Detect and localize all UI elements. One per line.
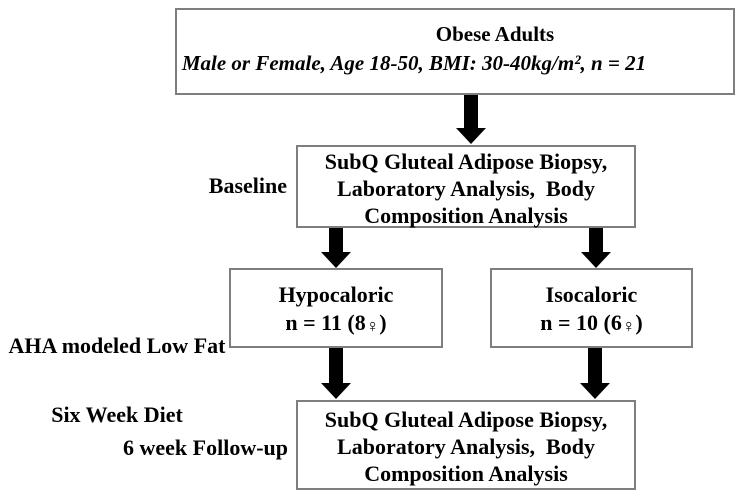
female-symbol: ♀ <box>621 315 636 336</box>
baseline-assessment-line3: Composition Analysis <box>364 203 568 228</box>
diet-stage-label: AHA modeled Low Fat Six Week Diet <box>5 288 229 472</box>
female-symbol: ♀ <box>365 315 380 336</box>
down-arrow-enrollment-to-baseline <box>456 95 486 144</box>
isocaloric-n-close: ) <box>635 310 643 335</box>
arrow-shaft <box>464 95 478 128</box>
hypocaloric-n-close: ) <box>379 310 387 335</box>
followup-assessment-line2: Laboratory Analysis, Body <box>337 434 595 459</box>
isocaloric-title: Isocaloric <box>545 282 638 307</box>
diet-stage-label-line2: Six Week Diet <box>51 402 183 427</box>
arrow-shaft <box>588 348 602 383</box>
followup-assessment-line3: Composition Analysis <box>364 461 568 486</box>
hypocaloric-title: Hypocaloric <box>278 282 394 307</box>
arrow-shaft <box>329 228 343 252</box>
isocaloric-n: n = 10 (6♀) <box>492 309 691 340</box>
followup-stage-label: 6 week Follow-up <box>123 435 288 460</box>
isocaloric-n-text: n = 10 (6 <box>540 310 622 335</box>
followup-assessment-line1: SubQ Gluteal Adipose Biopsy, <box>324 407 608 432</box>
enrollment-title: Obese Adults <box>435 22 555 46</box>
diet-stage-label-line1: AHA modeled Low Fat <box>8 333 226 358</box>
arrow-shaft <box>589 228 603 252</box>
baseline-assessment-line1: SubQ Gluteal Adipose Biopsy, <box>324 149 608 174</box>
arrow-head <box>580 383 610 399</box>
baseline-stage-label: Baseline <box>208 173 287 198</box>
enrollment-box: Obese Adults Male or Female, Age 18-50, … <box>175 8 735 95</box>
isocaloric-arm-box: Isocaloric n = 10 (6♀) <box>490 268 693 348</box>
arrow-head <box>321 252 351 268</box>
hypocaloric-n: n = 11 (8♀) <box>231 309 441 340</box>
down-arrow-hypocaloric-to-followup <box>321 348 351 399</box>
baseline-assessment-box: SubQ Gluteal Adipose Biopsy, Laboratory … <box>296 145 636 228</box>
followup-assessment-box: SubQ Gluteal Adipose Biopsy, Laboratory … <box>296 400 636 490</box>
arrow-head <box>321 383 351 399</box>
down-arrow-isocaloric-to-followup <box>580 348 610 399</box>
arrow-head <box>581 252 611 268</box>
hypocaloric-arm-box: Hypocaloric n = 11 (8♀) <box>229 268 443 348</box>
down-arrow-baseline-to-hypocaloric <box>321 228 351 268</box>
arrow-shaft <box>329 348 343 383</box>
baseline-assessment-line2: Laboratory Analysis, Body <box>337 176 595 201</box>
enrollment-criteria: Male or Female, Age 18-50, BMI: 30-40kg/… <box>181 51 647 75</box>
down-arrow-baseline-to-isocaloric <box>581 228 611 268</box>
hypocaloric-n-text: n = 11 (8 <box>285 310 366 335</box>
arrow-head <box>456 128 486 144</box>
